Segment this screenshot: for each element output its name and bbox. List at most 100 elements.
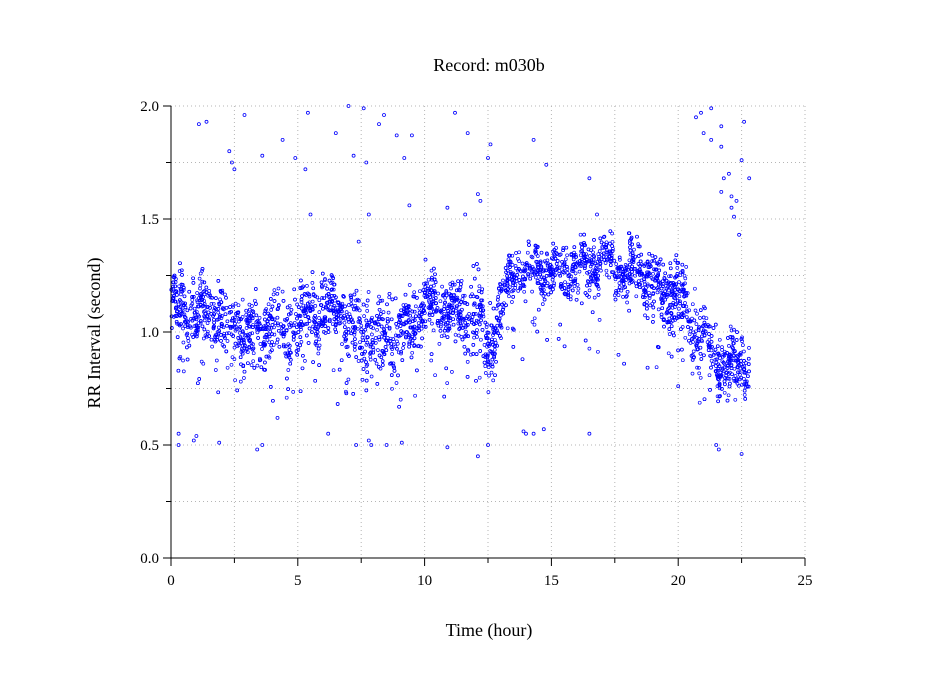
- data-point: [494, 306, 499, 311]
- data-point: [538, 261, 543, 265]
- data-point: [491, 306, 496, 311]
- data-point: [418, 289, 422, 294]
- data-point: [668, 261, 673, 266]
- data-point: [626, 275, 630, 280]
- data-point: [743, 379, 748, 384]
- data-point: [446, 311, 451, 316]
- data-point: [617, 285, 622, 289]
- data-point: [467, 312, 471, 316]
- outlier-point: [176, 431, 181, 436]
- data-point: [683, 281, 687, 286]
- data-point: [714, 372, 719, 377]
- data-point: [634, 281, 638, 286]
- data-point: [359, 323, 364, 328]
- data-point: [711, 326, 716, 330]
- data-point: [324, 293, 329, 298]
- data-point: [730, 338, 735, 342]
- data-point: [329, 302, 334, 307]
- data-point: [722, 379, 727, 384]
- data-point: [471, 352, 476, 356]
- data-point: [359, 327, 364, 332]
- data-point: [656, 345, 660, 349]
- data-point: [310, 270, 315, 274]
- data-point: [709, 339, 714, 344]
- data-point: [232, 345, 237, 350]
- data-point: [256, 336, 260, 340]
- data-point: [742, 359, 746, 363]
- data-point: [264, 354, 269, 359]
- data-point: [197, 377, 202, 381]
- data-point: [469, 352, 473, 357]
- data-point: [566, 293, 571, 297]
- data-point: [477, 322, 482, 327]
- data-point: [518, 281, 523, 285]
- x-tick-label: 0: [167, 573, 175, 589]
- data-point: [330, 293, 334, 298]
- data-point: [381, 310, 386, 314]
- data-point: [456, 279, 460, 284]
- data-point: [651, 305, 656, 310]
- outlier-point: [293, 156, 298, 160]
- outlier-point: [260, 443, 265, 447]
- data-point: [277, 344, 282, 349]
- data-point: [432, 289, 437, 293]
- data-point: [741, 343, 745, 347]
- data-point: [511, 345, 516, 349]
- data-point: [374, 361, 379, 366]
- data-point: [207, 318, 212, 322]
- data-point: [417, 328, 421, 333]
- data-point: [298, 286, 303, 290]
- data-point: [270, 304, 275, 309]
- data-point: [645, 274, 649, 279]
- data-point: [204, 290, 209, 294]
- data-point: [492, 355, 496, 360]
- data-point: [610, 244, 614, 248]
- data-point: [538, 285, 543, 290]
- data-point: [239, 338, 244, 343]
- data-point: [441, 314, 446, 319]
- data-point: [698, 351, 703, 356]
- data-point: [732, 349, 737, 353]
- data-point: [377, 294, 381, 299]
- data-point: [690, 302, 695, 307]
- data-point: [435, 319, 440, 323]
- outlier-point: [475, 454, 480, 459]
- data-point: [240, 351, 245, 356]
- data-point: [355, 297, 360, 302]
- data-point: [221, 305, 225, 310]
- data-point: [291, 330, 296, 335]
- data-point: [522, 289, 527, 294]
- data-point: [423, 325, 428, 329]
- data-point: [638, 259, 643, 264]
- data-point: [251, 351, 256, 356]
- data-point: [472, 301, 477, 306]
- data-point: [533, 248, 538, 252]
- data-point: [690, 336, 694, 341]
- data-point: [700, 324, 705, 329]
- data-point: [486, 330, 491, 335]
- data-point: [217, 329, 222, 333]
- data-point: [549, 290, 553, 295]
- data-point: [551, 287, 555, 292]
- data-point: [401, 331, 405, 336]
- data-point: [653, 267, 658, 272]
- data-point: [187, 343, 192, 348]
- data-point: [449, 296, 454, 301]
- data-point: [194, 334, 199, 339]
- data-point: [291, 390, 296, 394]
- data-point: [183, 316, 188, 320]
- data-point: [532, 322, 537, 327]
- data-point: [701, 323, 706, 328]
- data-point: [539, 291, 544, 296]
- data-point: [401, 342, 406, 346]
- data-point: [245, 333, 250, 337]
- data-point: [352, 292, 357, 297]
- data-point: [361, 333, 366, 337]
- data-point: [244, 326, 249, 330]
- data-point: [427, 311, 432, 316]
- data-point: [209, 302, 214, 306]
- outlier-point: [486, 156, 490, 160]
- data-point: [687, 332, 692, 337]
- data-point: [545, 252, 549, 257]
- data-point: [552, 248, 557, 252]
